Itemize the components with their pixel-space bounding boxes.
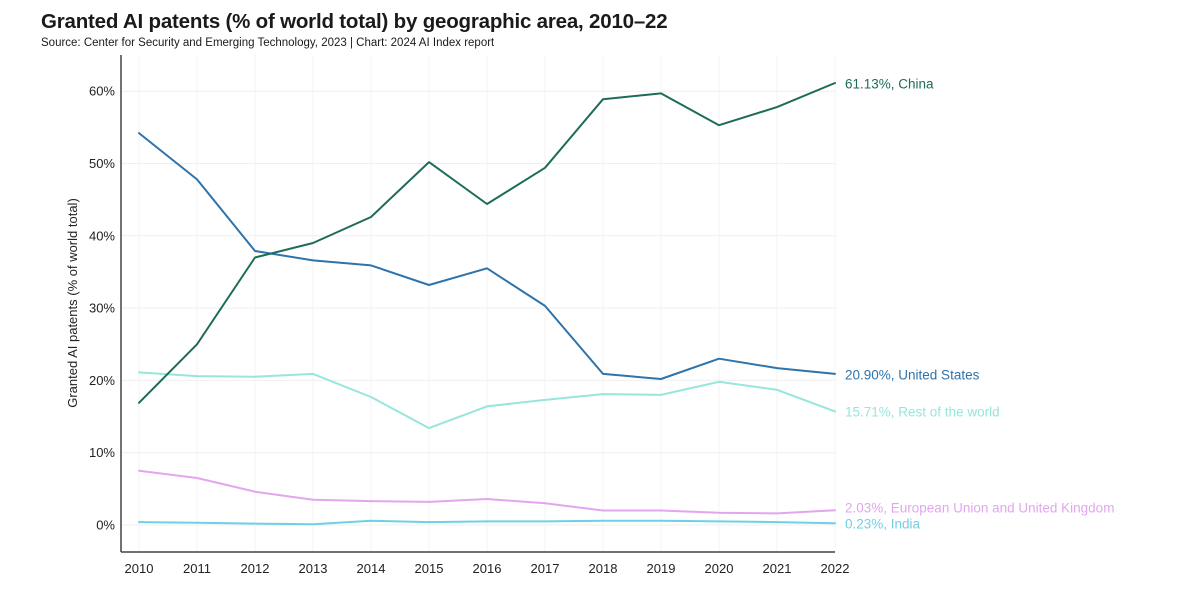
y-tick-label: 40% xyxy=(89,228,115,243)
series-line-india xyxy=(138,519,836,526)
y-tick-labels: 0% 10% 20% 30% 40% 50% 60% xyxy=(89,84,115,533)
x-tick-label: 2019 xyxy=(647,561,676,576)
axes xyxy=(120,55,835,553)
end-label-european-union-and-united-kingdom: 2.03%, European Union and United Kingdom xyxy=(845,501,1114,516)
y-tick-label: 10% xyxy=(89,445,115,460)
x-tick-label: 2017 xyxy=(531,561,560,576)
end-label-united-states: 20.90%, United States xyxy=(845,368,980,383)
y-tick-label: 20% xyxy=(89,373,115,388)
x-tick-label: 2020 xyxy=(705,561,734,576)
x-tick-label: 2013 xyxy=(299,561,328,576)
x-tick-label: 2015 xyxy=(415,561,444,576)
gridlines xyxy=(121,55,836,552)
y-tick-label: 30% xyxy=(89,301,115,316)
x-tick-label: 2014 xyxy=(357,561,386,576)
chart-subtitle: Source: Center for Security and Emerging… xyxy=(41,37,495,49)
x-tick-label: 2011 xyxy=(183,561,211,576)
x-tick-label: 2012 xyxy=(241,561,270,576)
end-label-india: 0.23%, India xyxy=(845,517,921,532)
x-tick-label: 2016 xyxy=(473,561,502,576)
y-tick-label: 50% xyxy=(89,156,115,171)
y-axis-title: Granted AI patents (% of world total) xyxy=(65,198,80,408)
end-label-rest-of-the-world: 15.71%, Rest of the world xyxy=(845,405,1000,420)
series-line-rest-of-the-world xyxy=(138,371,836,430)
x-tick-label: 2018 xyxy=(589,561,618,576)
chart-title: Granted AI patents (% of world total) by… xyxy=(41,10,668,33)
x-tick-label: 2010 xyxy=(125,561,154,576)
x-tick-labels: 2010 2011 2012 2013 2014 2015 2016 2017 2018 2019… xyxy=(125,561,850,576)
y-tick-label: 60% xyxy=(89,84,115,99)
x-tick-label: 2022 xyxy=(821,561,850,576)
series-line-china xyxy=(138,82,836,404)
end-label-china: 61.13%, China xyxy=(845,77,934,92)
series-lines xyxy=(138,82,836,526)
y-tick-label: 0% xyxy=(96,518,115,533)
x-tick-label: 2021 xyxy=(763,561,792,576)
